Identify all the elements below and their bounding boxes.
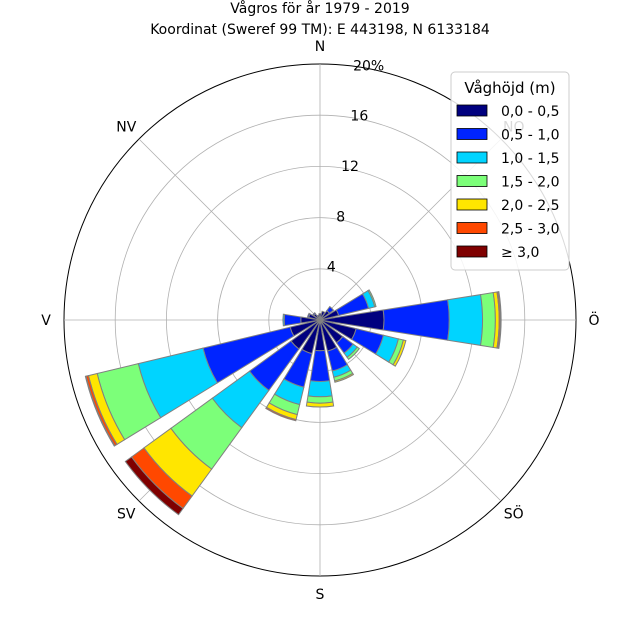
sector-bar-segment [282, 313, 286, 327]
sector-bar-segment [392, 339, 407, 367]
radial-tick-label: 4 [327, 260, 336, 276]
chart-subtitle: Koordinat (Sweref 99 TM): E 443198, N 61… [150, 22, 490, 38]
sector-bar-segment [307, 380, 333, 398]
sector-bar-segment [334, 372, 355, 383]
sector-bar-segment [479, 291, 496, 349]
legend-entry-label: 2,0 - 2,5 [501, 198, 559, 214]
direction-label: V [41, 313, 51, 329]
legend-swatch [456, 198, 488, 211]
sector-bar-segment [367, 289, 377, 308]
sector-bar-segment [283, 313, 302, 327]
sector-bar-segment [447, 293, 483, 347]
legend-entry-label: 2,5 - 3,0 [501, 222, 559, 238]
direction-label: NV [116, 119, 136, 135]
legend-entry-label: 0,5 - 1,0 [501, 128, 559, 144]
legend-title: Våghöjd (m) [464, 79, 555, 97]
direction-label: N [315, 39, 325, 55]
direction-label: Ö [588, 311, 599, 329]
direction-label: SV [117, 507, 136, 523]
legend-box [450, 71, 570, 271]
sector-bar-segment [265, 406, 297, 422]
sector-bars [84, 289, 502, 516]
sector-bar-segment [84, 375, 116, 447]
sector-bar-segment [318, 313, 322, 321]
sector-bar-segment [309, 349, 331, 382]
direction-label: SÖ [504, 505, 524, 523]
sector-bar-segment [316, 314, 321, 321]
legend-entry-label: 1,0 - 1,5 [501, 151, 559, 167]
legend-swatch [456, 104, 488, 117]
direction-label: S [316, 587, 325, 603]
sector-bar-segment [305, 401, 335, 408]
legend-swatch [456, 128, 488, 140]
legend: Våghöjd (m) 0,0 - 0,5 0,5 - 1,0 1,0 - 1,5 1,… [450, 71, 570, 271]
radial-tick-label: 12 [341, 159, 359, 175]
sector-bar-segment [306, 312, 311, 318]
grid-spoke [138, 138, 321, 321]
legend-entry-label: ≥ 3,0 [501, 245, 539, 261]
legend-entry-label: 0,0 - 0,5 [501, 104, 559, 120]
sector-bar-segment [306, 395, 334, 404]
sector-bar-segment [382, 299, 450, 341]
legend-swatch [456, 175, 488, 187]
legend-swatch [456, 222, 488, 234]
sector-bar-segment [335, 293, 370, 317]
sector-bar-segment [346, 346, 361, 361]
radial-tick-labels: 4 8 12 16 20% [327, 58, 384, 275]
legend-entry-label: 1,5 - 2,0 [501, 175, 559, 191]
radial-tick-label: 16 [350, 109, 368, 125]
legend-swatch [456, 245, 488, 258]
sector-bar-segment [124, 456, 184, 516]
radial-tick-label: 20% [353, 58, 384, 74]
sector-bar-segment [497, 291, 502, 349]
legend-swatch [456, 151, 488, 164]
sector-bar-segment [312, 312, 317, 317]
chart-title: Vågros för år 1979 - 2019 [230, 0, 409, 17]
radial-tick-label: 8 [336, 209, 345, 225]
sector-bar-segment [326, 305, 335, 314]
